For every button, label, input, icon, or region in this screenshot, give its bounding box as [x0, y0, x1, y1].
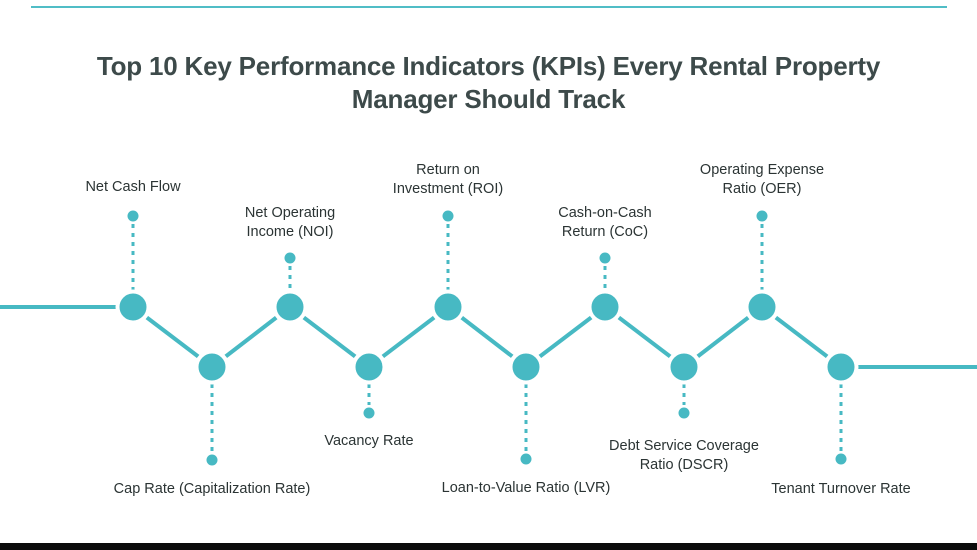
zigzag-segments: [131, 305, 843, 369]
node-4-vacancy-rate: [351, 349, 387, 385]
node-2-cap-rate: [194, 349, 230, 385]
dot-lvr: [520, 453, 532, 465]
dot-coc: [599, 252, 611, 264]
page-title-line1: Top 10 Key Performance Indicators (KPIs)…: [96, 51, 881, 81]
kpi-label-text: Tenant Turnover Rate: [771, 481, 911, 497]
node-5-roi: [430, 289, 466, 325]
node-7-coc: [587, 289, 623, 325]
kpi-label-text: Operating Expense: [699, 162, 825, 178]
node-10-tenant-turnover: [823, 349, 859, 385]
kpi-nodes: [115, 289, 859, 385]
dot-oer: [756, 210, 768, 222]
page-title-line2: Manager Should Track: [351, 84, 626, 114]
kpi-label-oer: Operating Expense Ratio (OER): [642, 161, 882, 198]
kpi-label-dscr: Debt Service Coverage Ratio (DSCR): [564, 437, 804, 474]
node-1-net-cash-flow: [115, 289, 151, 325]
page-title: Top 10 Key Performance Indicators (KPIs)…: [0, 50, 977, 116]
kpi-label-cap-rate: Cap Rate (Capitalization Rate): [92, 480, 332, 499]
kpi-label-roi: Return on Investment (ROI): [328, 161, 568, 198]
kpi-label-text: Cap Rate (Capitalization Rate): [113, 481, 311, 497]
kpi-label-noi: Net Operating Income (NOI): [170, 204, 410, 241]
kpi-label-text: Vacancy Rate: [324, 433, 414, 449]
dashed-connectors: [131, 224, 843, 452]
dot-tenant-turnover: [835, 453, 847, 465]
kpi-label-text: Investment (ROI): [392, 180, 504, 197]
kpi-label-tenant-turnover: Tenant Turnover Rate: [721, 480, 961, 499]
bottom-border-bar: [0, 543, 977, 550]
node-9-oer: [744, 289, 780, 325]
node-3-noi: [272, 289, 308, 325]
kpi-label-coc: Cash-on-Cash Return (CoC): [485, 204, 725, 241]
kpi-label-text: Net Cash Flow: [85, 179, 181, 195]
dot-noi: [284, 252, 296, 264]
kpi-label-lvr: Loan-to-Value Ratio (LVR): [406, 479, 646, 498]
kpi-label-text: Loan-to-Value Ratio (LVR): [441, 480, 611, 496]
label-dots: [127, 210, 847, 466]
node-8-dscr: [666, 349, 702, 385]
kpi-label-text: Debt Service Coverage: [609, 438, 759, 454]
dot-vacancy-rate: [363, 407, 375, 419]
dot-roi: [442, 210, 454, 222]
kpi-label-text: Return (CoC): [561, 223, 649, 240]
kpi-label-text: Return on: [416, 162, 480, 178]
top-teal-rule: [31, 6, 947, 8]
dot-net-cash-flow: [127, 210, 139, 222]
kpi-label-net-cash-flow: Net Cash Flow: [13, 178, 253, 197]
kpi-label-text: Ratio (OER): [722, 180, 802, 197]
dot-cap-rate: [206, 454, 218, 466]
horizontal-lines: [0, 305, 977, 369]
node-6-lvr: [508, 349, 544, 385]
kpi-label-text: Income (NOI): [246, 223, 334, 240]
kpi-label-text: Ratio (DSCR): [639, 456, 729, 473]
kpi-label-text: Cash-on-Cash: [558, 205, 652, 221]
kpi-label-vacancy-rate: Vacancy Rate: [249, 432, 489, 451]
dot-dscr: [678, 407, 690, 419]
kpi-label-text: Net Operating: [244, 205, 336, 221]
